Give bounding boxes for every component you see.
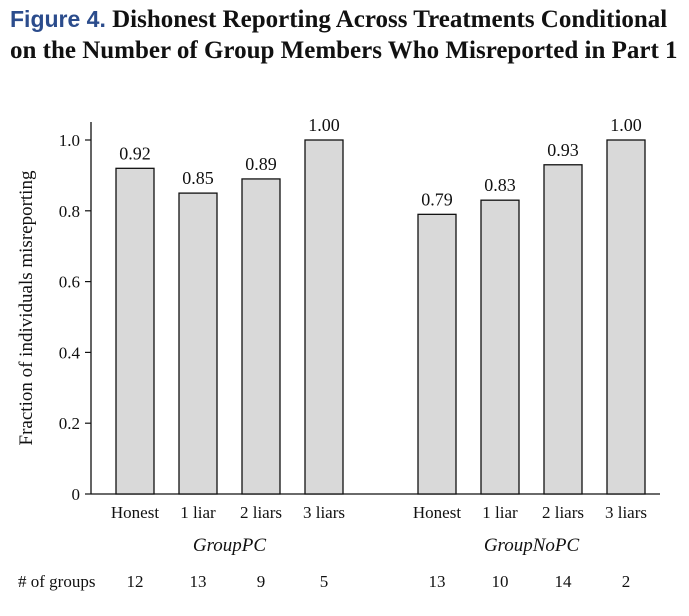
- bar-value-label: 0.85: [182, 168, 214, 188]
- y-tick-label: 0.2: [59, 414, 80, 433]
- group-count-value: 12: [127, 572, 144, 591]
- y-tick-label: 0.6: [59, 273, 80, 292]
- group-label-GroupNoPC: GroupNoPC: [484, 535, 580, 556]
- figure-title-text: Dishonest Reporting Across Treatments Co…: [10, 6, 678, 64]
- figure-title: Figure 4. Dishonest Reporting Across Tre…: [10, 4, 680, 66]
- bar-GroupNoPC-0: [417, 213, 457, 495]
- group-count-value: 5: [320, 572, 329, 591]
- group-count-value: 10: [492, 572, 509, 591]
- y-tick-label: 1.0: [59, 131, 80, 150]
- group-counts-row: # of groups 12 13 9 5 13 10 14 2: [18, 572, 630, 591]
- bar-GroupPC-3: [304, 139, 344, 495]
- x-tick-label: 1 liar: [482, 503, 518, 522]
- bar-GroupNoPC-1: [480, 199, 520, 495]
- group-count-value: 9: [257, 572, 266, 591]
- x-tick-label: 1 liar: [180, 503, 216, 522]
- bar-value-label: 0.92: [119, 143, 151, 163]
- bar-value-label: 0.83: [484, 175, 516, 195]
- group-labels: GroupPC GroupNoPC: [193, 535, 580, 556]
- group-count-value: 13: [429, 572, 446, 591]
- bar-value-label: 0.79: [421, 189, 453, 209]
- bar-GroupPC-1: [178, 192, 218, 495]
- x-tick-label: 2 liars: [240, 503, 282, 522]
- x-tick-label: Honest: [111, 503, 159, 522]
- x-tick-label: 3 liars: [303, 503, 345, 522]
- bar-value-label: 0.89: [245, 154, 277, 174]
- x-tick-label: 2 liars: [542, 503, 584, 522]
- y-tick-label: 0: [72, 485, 81, 504]
- group-label-GroupPC: GroupPC: [193, 535, 267, 556]
- bar-GroupNoPC-2: [543, 164, 583, 495]
- y-axis-label: Fraction of individuals misreporting: [16, 170, 37, 445]
- figure-label: Figure 4.: [10, 6, 106, 32]
- y-ticks: 0 0.2 0.4 0.6 0.8 1.0: [59, 131, 91, 504]
- bar-GroupPC-2: [241, 178, 281, 495]
- counts-row-label: # of groups: [18, 572, 95, 591]
- bar-value-label: 1.00: [308, 115, 340, 135]
- x-tick-label: 3 liars: [605, 503, 647, 522]
- bar-value-label: 1.00: [610, 115, 642, 135]
- y-tick-label: 0.8: [59, 202, 80, 221]
- x-tick-label: Honest: [413, 503, 461, 522]
- group-count-value: 13: [190, 572, 207, 591]
- bars: 0.92 0.85 0.89 1.00 0.79 0.83 0.93 1.00: [115, 115, 646, 495]
- group-count-value: 14: [555, 572, 573, 591]
- x-tick-labels: Honest 1 liar 2 liars 3 liars Honest 1 liar 2 …: [111, 503, 647, 522]
- bar-value-label: 0.93: [547, 140, 579, 160]
- bar-GroupPC-0: [115, 167, 155, 495]
- y-tick-label: 0.4: [59, 343, 81, 362]
- group-count-value: 2: [622, 572, 631, 591]
- bar-GroupNoPC-3: [606, 139, 646, 495]
